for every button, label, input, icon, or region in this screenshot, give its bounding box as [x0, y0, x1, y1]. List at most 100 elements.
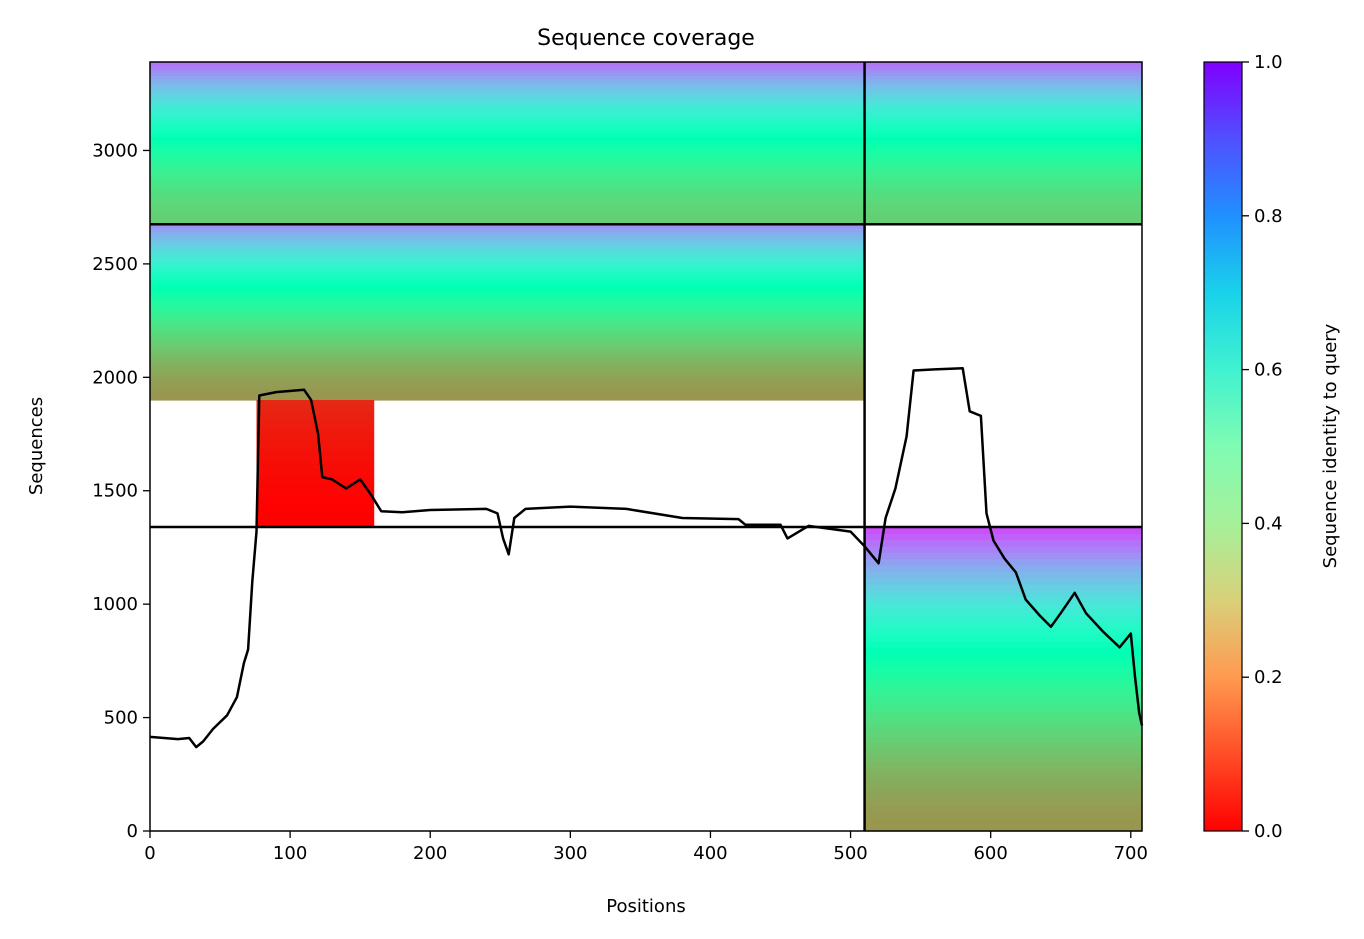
coverage-strip: [256, 405, 375, 409]
coverage-strip: [864, 767, 1142, 775]
coverage-strip: [256, 468, 375, 472]
coverage-strip: [864, 622, 1142, 629]
coverage-strip: [864, 748, 1142, 756]
coverage-strip: [150, 326, 865, 331]
coverage-strip: [150, 359, 865, 364]
coverage-strip: [864, 799, 1142, 807]
coverage-block-b-2: [150, 224, 865, 401]
coverage-strip: [150, 253, 865, 258]
coverage-strip: [864, 774, 1142, 781]
coverage-strip: [864, 112, 1142, 117]
coverage-strip: [150, 235, 865, 240]
coverage-strip: [864, 68, 1142, 73]
coverage-strip: [864, 99, 1142, 104]
coverage-strip: [150, 315, 865, 321]
coverage-strip: [864, 160, 1142, 164]
coverage-strip: [864, 183, 1142, 188]
coverage-strip: [150, 170, 865, 175]
coverage-strip: [150, 271, 865, 277]
coverage-strip: [150, 220, 865, 225]
coverage-strip: [864, 780, 1142, 788]
coverage-strip: [150, 356, 865, 361]
coverage-strip: [150, 312, 865, 317]
coverage-strip: [150, 370, 865, 375]
coverage-strip: [256, 460, 375, 465]
coverage-strip: [256, 479, 375, 483]
x-tick-label: 700: [1114, 843, 1148, 864]
coverage-strip: [150, 381, 865, 386]
coverage-strip: [256, 474, 375, 478]
coverage-strip: [150, 260, 865, 266]
coverage-strip: [864, 824, 1142, 832]
coverage-strip: [150, 163, 865, 168]
coverage-strip: [864, 628, 1142, 636]
coverage-strip: [150, 345, 865, 350]
coverage-strip: [864, 755, 1142, 762]
coverage-strip: [256, 410, 375, 414]
coverage-block-c-4: [864, 527, 1142, 832]
coverage-strip: [150, 242, 865, 247]
coverage-strip: [256, 450, 375, 454]
colorbar-tick-label: 0.4: [1254, 513, 1283, 534]
x-tick-label: 600: [973, 843, 1007, 864]
coverage-strip: [150, 85, 865, 90]
coverage-strip: [256, 429, 375, 433]
coverage-strip: [150, 367, 865, 372]
colorbar-tick-label: 0.6: [1254, 360, 1283, 381]
colorbar-tick-label: 1.0: [1254, 52, 1283, 73]
coverage-strip: [150, 385, 865, 390]
coverage-strip: [864, 187, 1142, 191]
coverage-strip: [864, 558, 1142, 566]
coverage-strip: [150, 116, 865, 121]
coverage-strip: [864, 679, 1142, 686]
coverage-strip: [256, 508, 375, 512]
coverage-strip: [864, 609, 1142, 617]
coverage-strip: [150, 68, 865, 73]
coverage-strip: [864, 691, 1142, 699]
coverage-strip: [150, 207, 865, 212]
coverage-strip: [150, 129, 865, 134]
x-tick-label: 300: [553, 843, 587, 864]
coverage-strip: [256, 519, 375, 523]
y-tick-label: 2500: [92, 254, 138, 275]
coverage-strip: [150, 166, 865, 171]
coverage-strip: [256, 487, 375, 491]
colorbar-tick-label: 0.2: [1254, 667, 1283, 688]
coverage-strip: [150, 92, 865, 97]
coverage-strip: [256, 447, 375, 451]
coverage-strip: [150, 139, 865, 144]
coverage-strip: [864, 685, 1142, 693]
coverage-strip: [256, 463, 375, 467]
coverage-strip: [150, 122, 865, 127]
coverage-strip: [864, 546, 1142, 553]
coverage-strip: [256, 471, 375, 475]
coverage-strip: [864, 207, 1142, 212]
coverage-strip: [150, 396, 865, 401]
coverage-strip: [864, 710, 1142, 718]
x-tick-label: 100: [273, 843, 307, 864]
coverage-strip: [864, 82, 1142, 87]
coverage-strip: [150, 136, 865, 141]
coverage-strip: [864, 89, 1142, 93]
coverage-strip: [256, 490, 375, 494]
coverage-strip: [150, 214, 865, 219]
coverage-strip: [864, 786, 1142, 794]
coverage-strip: [150, 99, 865, 104]
coverage-strip: [150, 392, 865, 397]
y-tick-label: 500: [104, 708, 138, 729]
coverage-strip: [150, 176, 865, 181]
coverage-strip: [150, 180, 865, 185]
coverage-strip: [864, 62, 1142, 66]
coverage-strip: [150, 193, 865, 198]
coverage-strip: [256, 513, 375, 517]
coverage-strip: [150, 109, 865, 114]
coverage-strip: [864, 539, 1142, 547]
coverage-strip: [864, 590, 1142, 598]
coverage-strip: [864, 203, 1142, 208]
coverage-strip: [256, 431, 375, 435]
coverage-strip: [150, 290, 865, 295]
coverage-strip: [864, 180, 1142, 185]
coverage-strip: [864, 65, 1142, 70]
coverage-strip: [150, 279, 865, 284]
coverage-strip: [864, 190, 1142, 195]
